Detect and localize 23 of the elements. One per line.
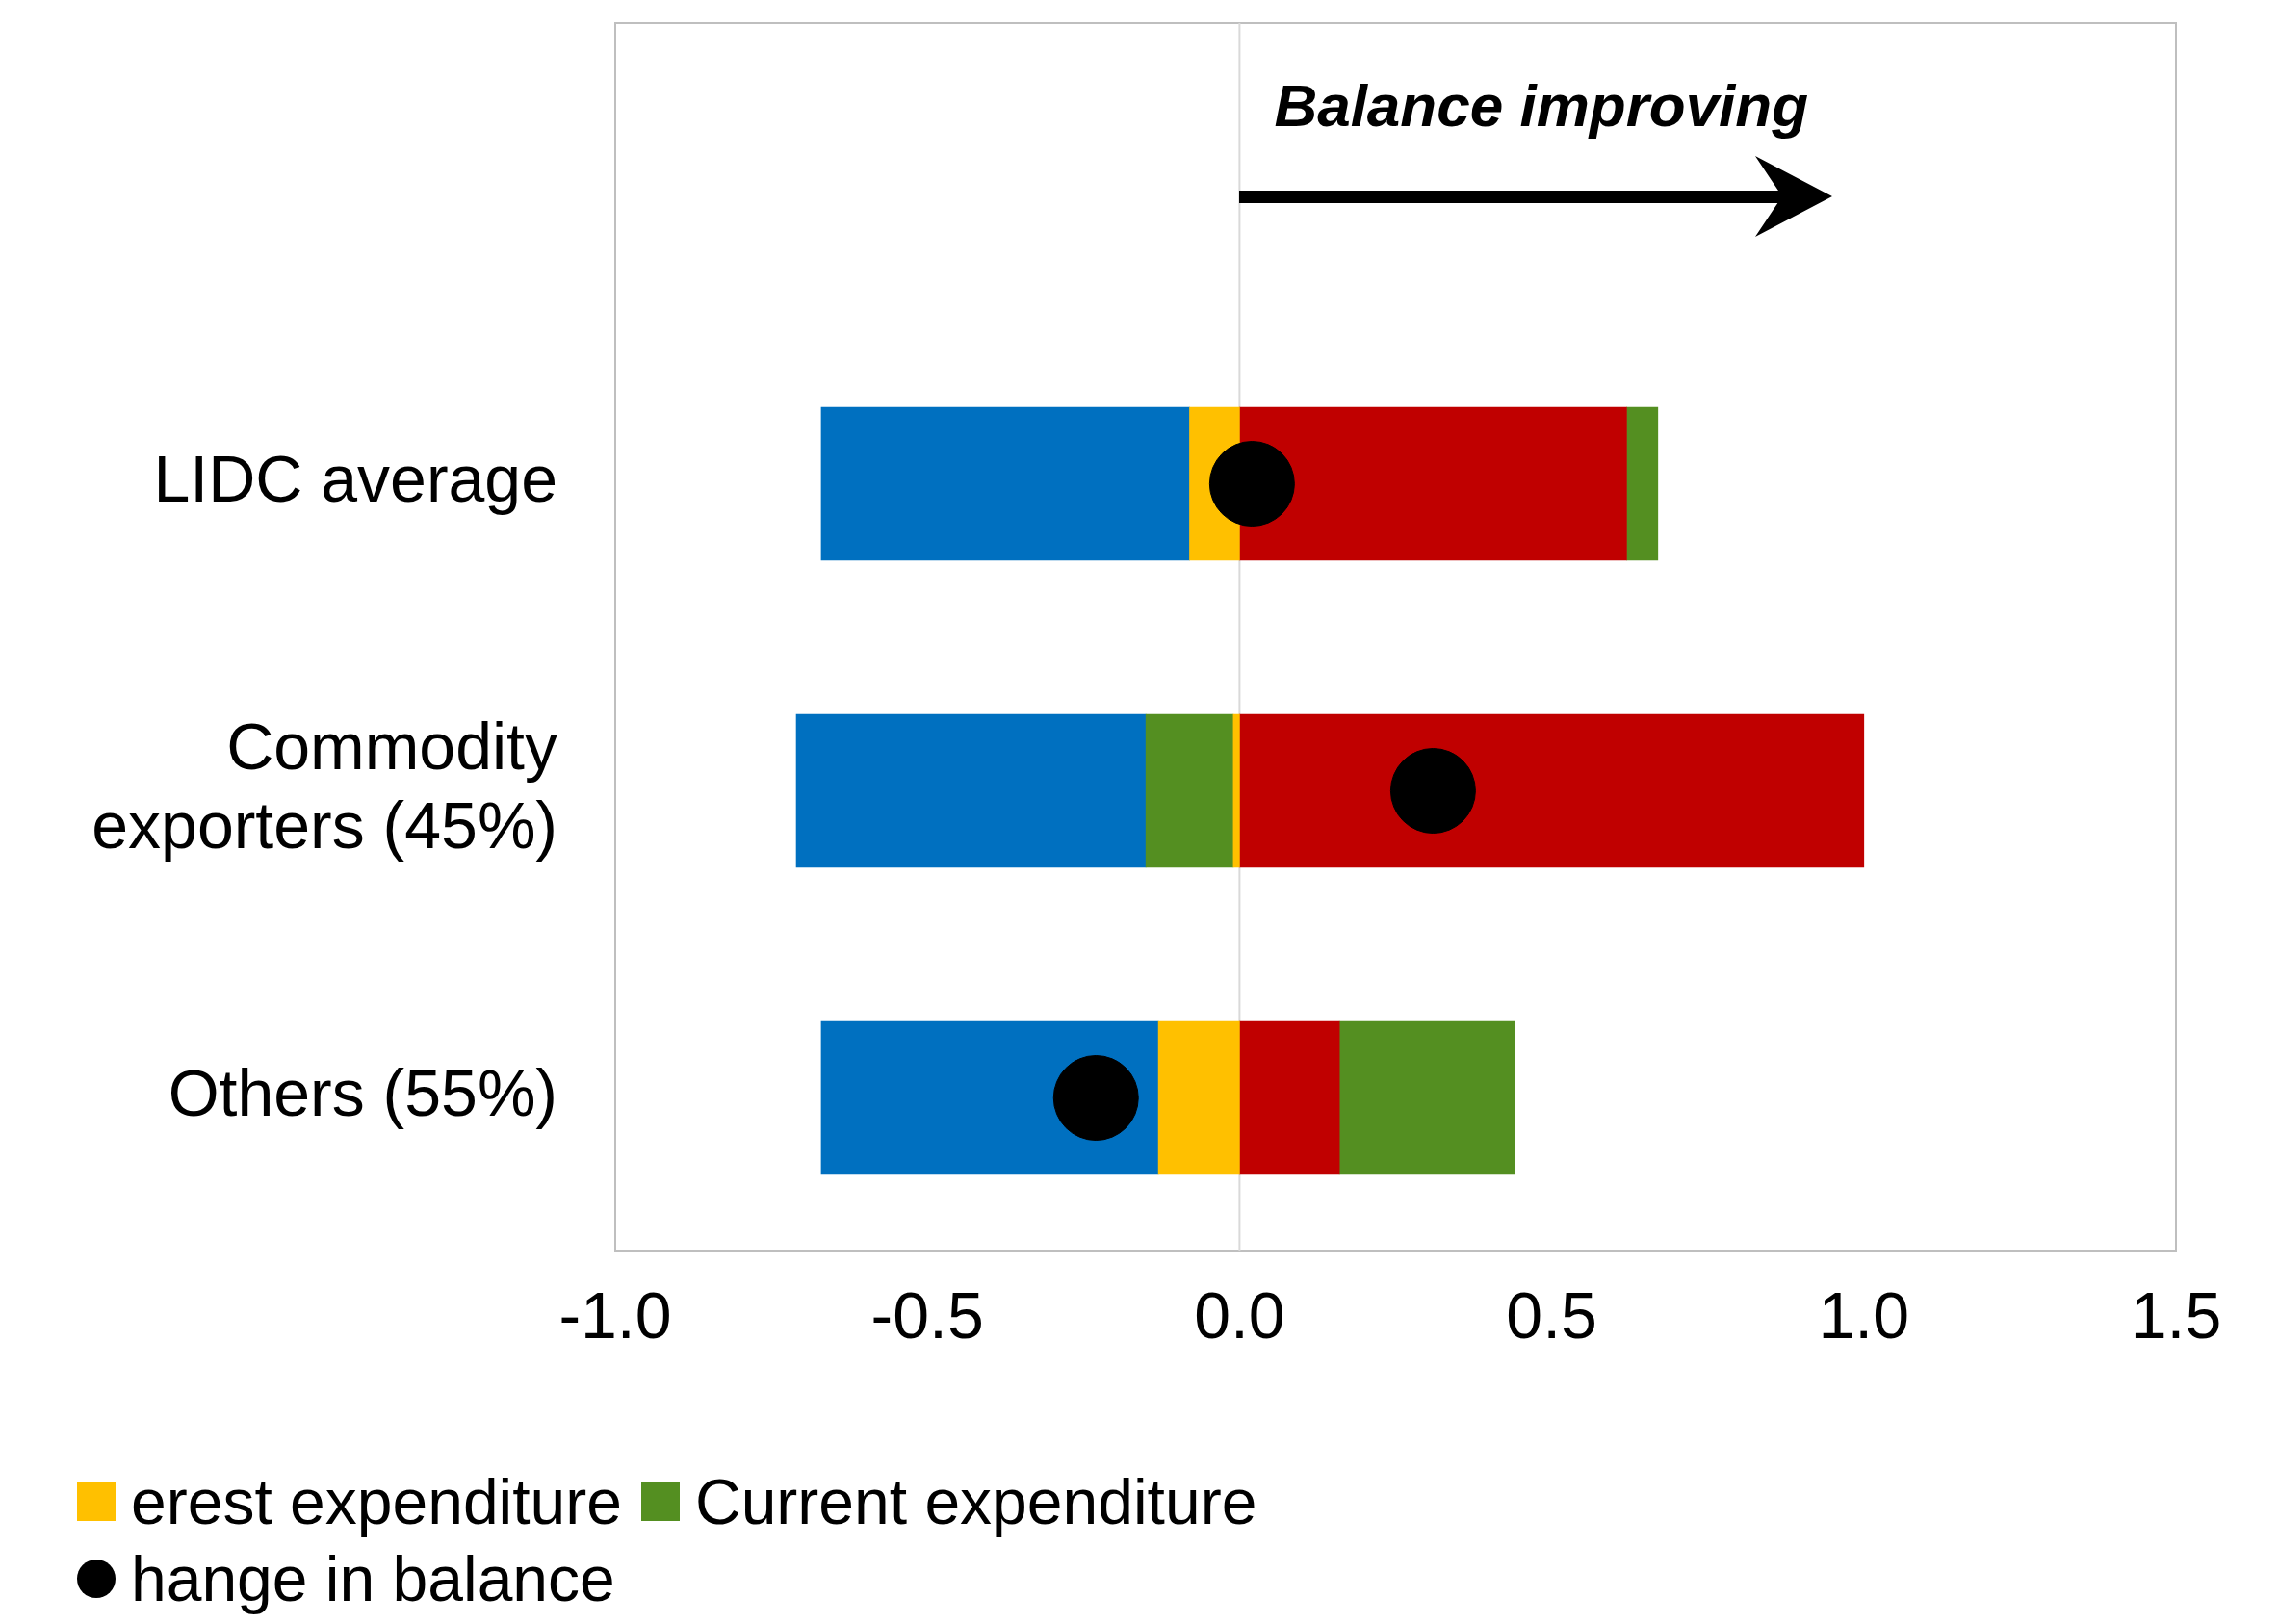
text: Balance improving <box>1274 71 1809 140</box>
x-tick-label: -1.0 <box>558 1277 672 1352</box>
legend-label: hange in balance <box>131 1542 615 1616</box>
bar <box>1338 1020 1515 1175</box>
y-tick-label: Others (55%) <box>168 1056 557 1130</box>
bar <box>1239 713 1865 868</box>
bar <box>795 713 1147 868</box>
x-tick-label: 1.0 <box>1818 1277 1910 1352</box>
x-tick-label: 0.0 <box>1194 1277 1285 1352</box>
bar <box>1239 406 1627 561</box>
bar <box>1239 1020 1340 1175</box>
bar <box>820 406 1190 561</box>
x-tick-label: -0.5 <box>870 1277 984 1352</box>
x-tick-label: 1.5 <box>2130 1277 2222 1352</box>
y-tick-label: Commodity exporters (45%) <box>91 709 557 863</box>
bar <box>1145 713 1234 868</box>
bar <box>1626 406 1659 561</box>
legend-label: erest expenditure <box>131 1465 622 1539</box>
bar <box>1157 1020 1240 1175</box>
y-tick-label: LIDC average <box>153 442 557 516</box>
legend-label: Current expenditure <box>695 1465 1257 1539</box>
x-tick-label: 0.5 <box>1506 1277 1597 1352</box>
bar <box>1232 713 1240 868</box>
